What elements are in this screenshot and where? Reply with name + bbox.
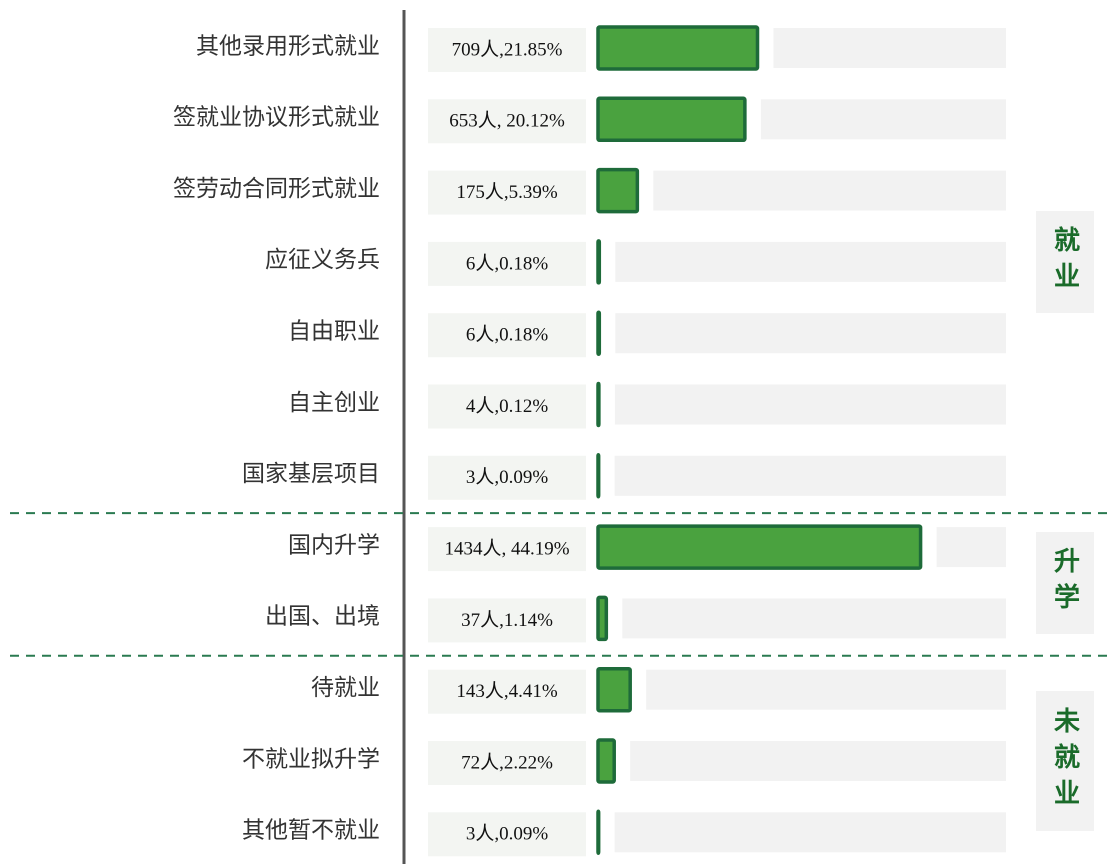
value-label: 653人, 20.12% (449, 110, 565, 132)
value-label-bg (428, 28, 586, 72)
value-label: 6人,0.18% (466, 324, 549, 346)
value-label: 72人,2.22% (461, 751, 553, 773)
category-label: 出国、出境 (265, 604, 380, 629)
value-label-bg (428, 812, 586, 857)
category-label: 签劳动合同形式就业 (173, 176, 380, 201)
value-label: 1434人, 44.19% (444, 537, 569, 559)
track (615, 313, 1006, 354)
value-label-bg (428, 99, 586, 144)
value-label-bg (428, 241, 586, 286)
value-label-bg (428, 741, 586, 785)
track (653, 170, 1006, 211)
group-label: 就业 (1036, 210, 1094, 313)
value-label-bg (428, 455, 586, 500)
bar (596, 453, 601, 499)
track (614, 384, 1006, 425)
track (646, 669, 1006, 710)
category-label: 其他录用形式就业 (196, 33, 380, 58)
bar (596, 96, 747, 143)
category-label: 国内升学 (288, 532, 380, 557)
category-label: 其他暂不就业 (242, 818, 380, 843)
category-label: 自由职业 (288, 318, 380, 343)
bar (596, 595, 609, 642)
bar (596, 167, 640, 214)
bar (596, 310, 602, 356)
bar (596, 738, 616, 784)
value-label: 6人,0.18% (466, 252, 549, 274)
track (622, 598, 1006, 639)
value-label-bg (428, 313, 586, 358)
value-label-bg (428, 170, 586, 215)
value-label: 4人,0.12% (466, 395, 549, 417)
value-label: 3人,0.09% (466, 466, 549, 488)
category-label: 国家基层项目 (242, 461, 380, 486)
value-label: 3人,0.09% (466, 823, 549, 845)
value-label: 143人,4.41% (456, 680, 558, 702)
group-label: 未就业 (1036, 691, 1094, 831)
bar (596, 381, 601, 428)
track (614, 455, 1006, 496)
group-label: 升学 (1036, 531, 1094, 634)
value-label-bg (428, 598, 586, 643)
track (773, 28, 1006, 68)
category-label: 待就业 (311, 675, 380, 700)
category-label: 自主创业 (288, 390, 380, 415)
category-label: 应征义务兵 (265, 247, 380, 272)
bar (596, 666, 632, 713)
category-label: 签就业协议形式就业 (173, 105, 380, 130)
bar (596, 25, 760, 71)
value-label-bg (428, 669, 586, 714)
value-label-bg (428, 384, 586, 429)
track (615, 241, 1006, 282)
track (936, 527, 1006, 568)
category-label: 不就业拟升学 (242, 746, 380, 771)
bar (596, 239, 602, 285)
track (760, 99, 1006, 140)
track (614, 812, 1006, 853)
value-label: 37人,1.14% (461, 609, 553, 631)
track (630, 741, 1006, 781)
value-label: 175人,5.39% (456, 181, 558, 203)
value-label: 709人,21.85% (452, 38, 563, 60)
bar (596, 809, 601, 856)
bar (596, 524, 923, 570)
value-label-bg (428, 527, 586, 572)
